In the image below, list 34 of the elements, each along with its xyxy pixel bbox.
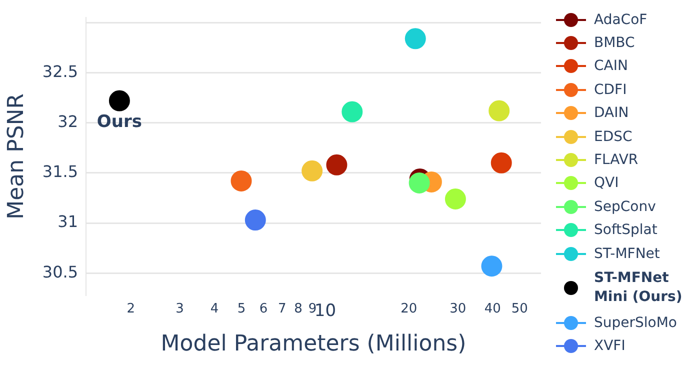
legend-label: ST-MFNet — [594, 246, 660, 262]
y-axis-title: Mean PSNR — [4, 93, 29, 220]
x-tick-label: 50 — [511, 301, 528, 316]
legend-label: CAIN — [594, 58, 628, 74]
legend-label: BMBC — [594, 35, 635, 52]
x-tick-label: 2 — [126, 301, 135, 316]
legend-label: QVI — [594, 175, 619, 192]
y-tick-label: 32 — [58, 112, 78, 131]
legend-label: ST-MFNet Mini (Ours) — [594, 269, 684, 308]
x-tick-label: 40 — [484, 301, 501, 316]
legend-label: AdaCoF — [594, 12, 648, 28]
x-tick-label: 8 — [294, 301, 302, 316]
x-tick-label: 3 — [176, 301, 184, 316]
legend-label: XVFI — [594, 338, 626, 354]
x-tick-label: 6 — [259, 301, 268, 316]
legend-label: FLAVR — [594, 152, 638, 168]
legend-label: SepConv — [594, 198, 656, 215]
y-tick-label: 31 — [58, 212, 78, 232]
y-tick-label: 30.5 — [42, 262, 78, 282]
legend-label: SoftSplat — [594, 222, 658, 238]
x-tick-label: 7 — [278, 301, 286, 316]
legend-label: DAIN — [594, 105, 629, 122]
legend-label: EDSC — [594, 128, 632, 145]
y-tick-label: 31.5 — [42, 162, 78, 182]
x-tick-label: 9 — [308, 301, 317, 316]
x-axis-title: Model Parameters (Millions) — [160, 332, 466, 357]
legend-label: SuperSloMo — [594, 314, 678, 331]
x-tick-label: 4 — [210, 301, 219, 316]
legend-label: CDFI — [594, 82, 627, 98]
x-tick-label: 30 — [450, 301, 466, 316]
y-tick-label: 32.5 — [42, 62, 78, 81]
x-tick-label: 5 — [237, 301, 246, 316]
x-tick-label: 20 — [400, 301, 418, 316]
annotation: Ours — [96, 112, 142, 132]
